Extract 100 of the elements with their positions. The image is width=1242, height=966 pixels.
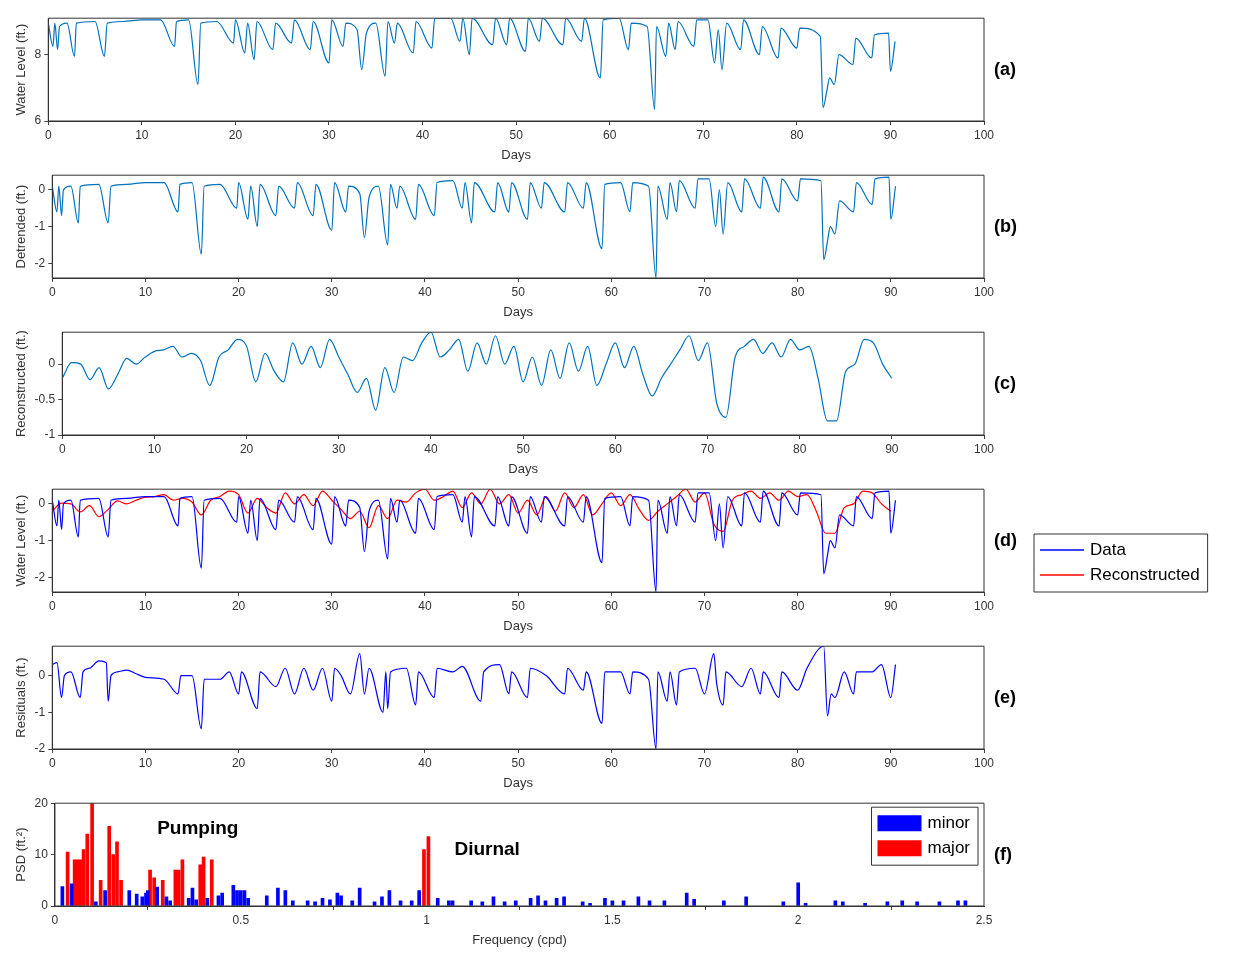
x-tick-label: 50 <box>511 284 526 299</box>
x-axis-title: Frequency (cpd) <box>472 931 567 947</box>
x-tick-label: 70 <box>700 441 715 456</box>
x-tick-label: 10 <box>138 755 153 770</box>
x-tick-label: 2.5 <box>975 912 993 927</box>
bar <box>220 892 225 906</box>
x-tick-label: 80 <box>790 755 805 770</box>
x-tick-label: 100 <box>973 755 995 770</box>
x-tick-label: 20 <box>239 441 254 456</box>
bar <box>238 890 243 906</box>
y-tick-label: 10 <box>34 846 49 861</box>
bar <box>127 890 132 906</box>
x-tick-label: 40 <box>418 755 432 770</box>
bar <box>160 879 165 906</box>
x-tick-label: 20 <box>228 127 243 142</box>
y-tick-label: -2 <box>34 741 46 756</box>
y-axis-title: PSD (ft.²) <box>13 827 29 882</box>
bar <box>231 885 236 906</box>
annotation: Pumping <box>157 817 239 839</box>
x-axis-title: Days <box>503 617 534 633</box>
x-tick-label: 100 <box>973 441 995 456</box>
text: (e) <box>994 686 1016 707</box>
bar <box>107 826 112 906</box>
bar <box>155 886 159 906</box>
bar <box>357 887 362 906</box>
y-tick-label: -1 <box>34 218 46 233</box>
text: (a) <box>994 58 1016 79</box>
x-tick-label: 40 <box>418 598 432 613</box>
x-tick-label: 0.5 <box>232 912 250 927</box>
y-tick-label: 8 <box>34 46 42 61</box>
y-axis-title: Water Level (ft.) <box>13 23 29 116</box>
bar <box>115 841 119 906</box>
bar <box>339 895 343 906</box>
y-tick-label: 0 <box>38 667 46 682</box>
x-tick-label: 10 <box>135 127 149 142</box>
bar <box>103 890 107 906</box>
x-tick-label: 50 <box>516 441 531 456</box>
annotation: Diurnal <box>454 837 520 859</box>
y-tick-label: -2 <box>34 255 46 270</box>
y-tick-label: 6 <box>34 113 42 128</box>
bar <box>205 897 210 906</box>
x-axis-title: Days <box>503 303 534 319</box>
bar <box>209 859 214 906</box>
line-series <box>48 18 896 110</box>
legend-label: Data <box>1090 539 1127 559</box>
y-axis-title: Residuals (ft.) <box>13 657 29 738</box>
x-tick-label: 20 <box>231 598 246 613</box>
bar <box>603 897 607 906</box>
text: (d) <box>994 529 1017 550</box>
y-tick-label: -1 <box>34 532 46 547</box>
x-tick-label: 30 <box>325 598 339 613</box>
x-tick-label: 60 <box>604 598 619 613</box>
x-tick-label: 60 <box>604 755 619 770</box>
x-tick-label: 90 <box>884 755 898 770</box>
line-series <box>52 489 892 534</box>
y-tick-label: 0 <box>41 898 49 913</box>
bar <box>684 892 689 906</box>
x-tick-label: 90 <box>884 284 898 299</box>
y-axis-title: Detrended (ft.) <box>13 184 29 269</box>
x-tick-label: 10 <box>138 284 153 299</box>
y-tick-label: 0 <box>38 496 46 511</box>
y-tick-label: -2 <box>34 569 46 584</box>
text: (b) <box>994 215 1017 236</box>
text: (f) <box>994 843 1012 864</box>
x-tick-label: 100 <box>973 598 995 613</box>
y-tick-label: -0.5 <box>34 391 56 406</box>
bar <box>276 887 280 906</box>
x-tick-label: 30 <box>325 284 339 299</box>
x-tick-label: 70 <box>697 755 712 770</box>
x-tick-label: 30 <box>322 127 336 142</box>
y-tick-label: 20 <box>34 795 49 810</box>
legend-label: minor <box>927 812 971 832</box>
y-tick-label: 0 <box>48 356 56 371</box>
x-axis-title: Days <box>501 146 532 162</box>
x-tick-label: 1.5 <box>604 912 622 927</box>
x-tick-label: 90 <box>884 598 898 613</box>
x-tick-label: 100 <box>973 127 995 142</box>
bar <box>264 895 269 906</box>
x-tick-label: 40 <box>415 127 430 142</box>
x-tick-label: 50 <box>509 127 524 142</box>
x-tick-label: 70 <box>696 127 711 142</box>
x-tick-label: 80 <box>790 127 804 142</box>
x-tick-label: 20 <box>231 284 246 299</box>
legend-label: Reconstructed <box>1090 564 1200 584</box>
x-tick-label: 60 <box>608 441 623 456</box>
x-axis-title: Days <box>508 460 539 476</box>
text: (c) <box>994 372 1016 393</box>
x-tick-label: 90 <box>885 441 899 456</box>
line-series <box>62 332 893 422</box>
y-tick-label: 0 <box>38 182 46 197</box>
x-tick-label: 30 <box>325 755 339 770</box>
x-tick-label: 60 <box>603 127 617 142</box>
bar <box>435 897 440 906</box>
x-tick-label: 90 <box>883 127 898 142</box>
x-tick-label: 10 <box>138 598 153 613</box>
bar <box>692 898 696 906</box>
bar <box>417 890 421 906</box>
x-tick-label: 80 <box>792 441 807 456</box>
x-tick-label: 2 <box>794 912 802 927</box>
y-tick-label: -1 <box>34 704 46 719</box>
